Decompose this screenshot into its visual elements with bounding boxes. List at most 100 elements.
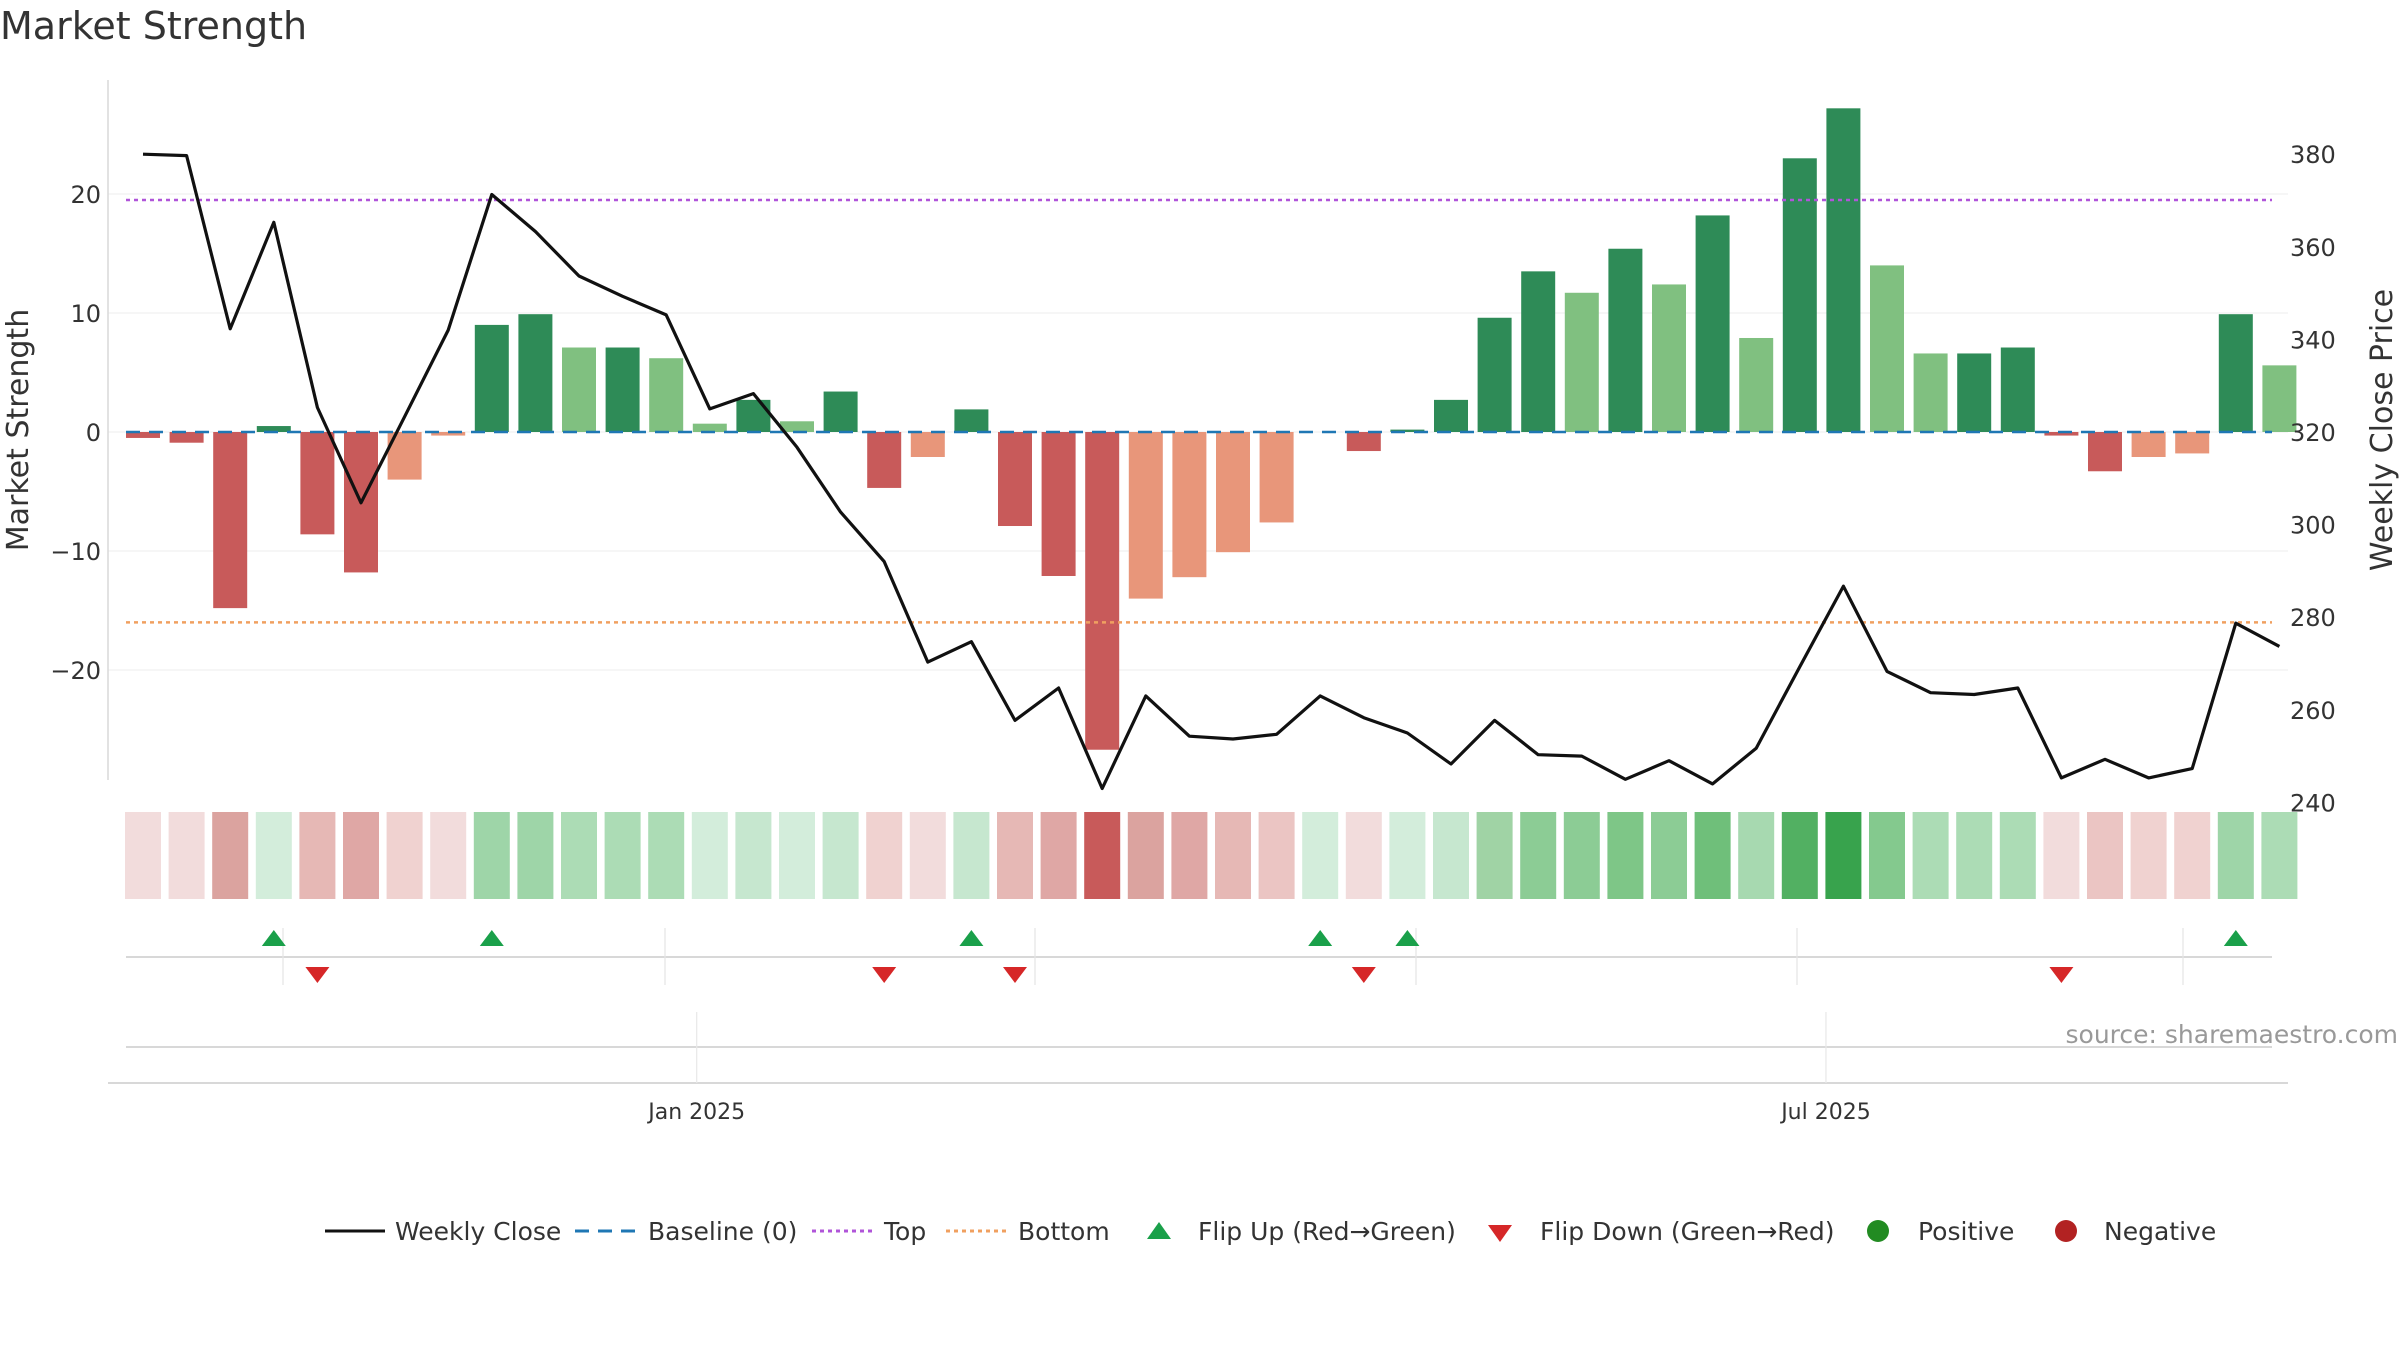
- flip-down-marker: [872, 967, 897, 983]
- weekly-close-line: [142, 152, 2281, 791]
- heat-cell: [2130, 812, 2167, 899]
- heat-cell: [561, 812, 597, 899]
- heat-cell: [1869, 812, 1905, 899]
- heat-cell: [517, 812, 554, 899]
- strength-bar: [2218, 314, 2253, 432]
- strength-bar: [1216, 432, 1250, 553]
- heat-cell: [1345, 812, 1382, 899]
- heat-cell: [1302, 812, 1339, 899]
- flip-up-marker: [959, 930, 984, 946]
- strength-bar: [2044, 432, 2079, 436]
- strength-bar: [474, 324, 509, 432]
- strength-bar: [2262, 365, 2297, 432]
- strength-bar: [1041, 432, 1076, 576]
- strength-bar: [1128, 432, 1163, 599]
- left-axis-title: Market Strength: [1, 309, 36, 551]
- heat-cell: [1215, 812, 1251, 899]
- heat-cell: [2261, 812, 2298, 899]
- heat-cell: [1825, 812, 1862, 899]
- strength-bar: [692, 423, 727, 432]
- strength-bar: [736, 399, 771, 432]
- price-line-layer: [142, 152, 2281, 791]
- strength-bar: [1172, 432, 1207, 578]
- legend-label-weekly-close: Weekly Close: [395, 1217, 561, 1246]
- heat-cell: [386, 812, 423, 899]
- strength-bar: [1346, 432, 1381, 452]
- strength-bar: [1957, 353, 1992, 432]
- heat-cell: [125, 812, 161, 899]
- heat-cell: [1171, 812, 1208, 899]
- legend: Weekly Close Baseline (0) Top Bottom Flip Up…: [325, 1217, 2216, 1246]
- heat-cell: [604, 812, 641, 899]
- strength-bar: [910, 432, 945, 457]
- heat-cell: [2217, 812, 2254, 899]
- flip-down-marker: [305, 967, 330, 983]
- heat-cell: [1956, 812, 1993, 899]
- strength-bar: [1826, 108, 1861, 432]
- strength-bar: [1870, 265, 1904, 432]
- heat-cell: [1040, 812, 1077, 899]
- strength-bar: [867, 432, 902, 488]
- strength-bar: [1259, 432, 1294, 523]
- heat-cell: [1651, 812, 1687, 899]
- heat-cell: [1433, 812, 1469, 899]
- heat-cell: [2043, 812, 2080, 899]
- legend-label-flip-up: Flip Up (Red→Green): [1198, 1217, 1456, 1246]
- strength-bar: [256, 426, 291, 432]
- legend-label-negative: Negative: [2104, 1217, 2216, 1246]
- heat-cell: [168, 812, 205, 899]
- strength-bar: [2175, 432, 2210, 454]
- left-tick-label: 20: [70, 181, 101, 209]
- legend-label-positive: Positive: [1918, 1217, 2014, 1246]
- legend-label-flip-down: Flip Down (Green→Red): [1540, 1217, 1835, 1246]
- right-tick-label: 320: [2290, 419, 2336, 447]
- strength-bar: [2131, 432, 2166, 457]
- legend-swatch-positive: [1867, 1220, 1889, 1242]
- heat-cell: [473, 812, 510, 899]
- heat-cell: [735, 812, 772, 899]
- strength-bar: [1695, 215, 1730, 432]
- right-tick-label: 300: [2290, 512, 2336, 540]
- heat-cell: [953, 812, 990, 899]
- x-axis: Jan 2025 Jul 2025: [108, 1012, 2288, 1125]
- heat-cell: [1476, 812, 1513, 899]
- strength-bar: [1564, 292, 1599, 432]
- right-tick-label: 260: [2290, 697, 2336, 725]
- strength-bar: [1390, 429, 1425, 432]
- legend-label-bottom: Bottom: [1018, 1217, 1110, 1246]
- flip-up-marker: [261, 930, 286, 946]
- strength-bar: [605, 347, 640, 432]
- reference-lines: [126, 198, 2272, 624]
- strength-bars: [126, 108, 2297, 750]
- heat-strip: [125, 812, 2298, 899]
- strength-bar: [1521, 271, 1556, 432]
- right-tick-label: 340: [2290, 326, 2336, 354]
- heat-cell: [1563, 812, 1600, 899]
- legend-swatch-flip-down: [1488, 1225, 1512, 1242]
- strength-bar: [1739, 337, 1774, 432]
- heat-cell: [1084, 812, 1121, 899]
- heat-cell: [1694, 812, 1731, 899]
- legend-swatch-flip-up: [1147, 1222, 1171, 1239]
- strength-bar: [2088, 432, 2122, 472]
- flip-down-marker: [1351, 967, 1376, 983]
- strength-bar: [213, 432, 248, 609]
- flip-down-marker: [1003, 967, 1027, 983]
- tick-labels: 20 10 0 −10 −20 380 360 340 320 300 280 260 240 Marke…: [1, 141, 2400, 817]
- strength-bar: [823, 391, 858, 432]
- heat-cell: [1738, 812, 1775, 899]
- heat-cell: [430, 812, 467, 899]
- flip-up-marker: [479, 930, 504, 946]
- strength-bar: [562, 347, 596, 432]
- flip-up-marker: [2223, 930, 2248, 946]
- heat-cell: [1607, 812, 1644, 899]
- heat-cell: [1912, 812, 1949, 899]
- right-tick-label: 280: [2290, 604, 2336, 632]
- flip-up-marker: [1308, 930, 1333, 946]
- heat-cell: [255, 812, 292, 899]
- heat-cell: [691, 812, 728, 899]
- heat-cell: [1520, 812, 1557, 899]
- source-watermark: source: sharemaestro.com: [2065, 1020, 2399, 1049]
- chart-title: Market Strength: [0, 4, 308, 48]
